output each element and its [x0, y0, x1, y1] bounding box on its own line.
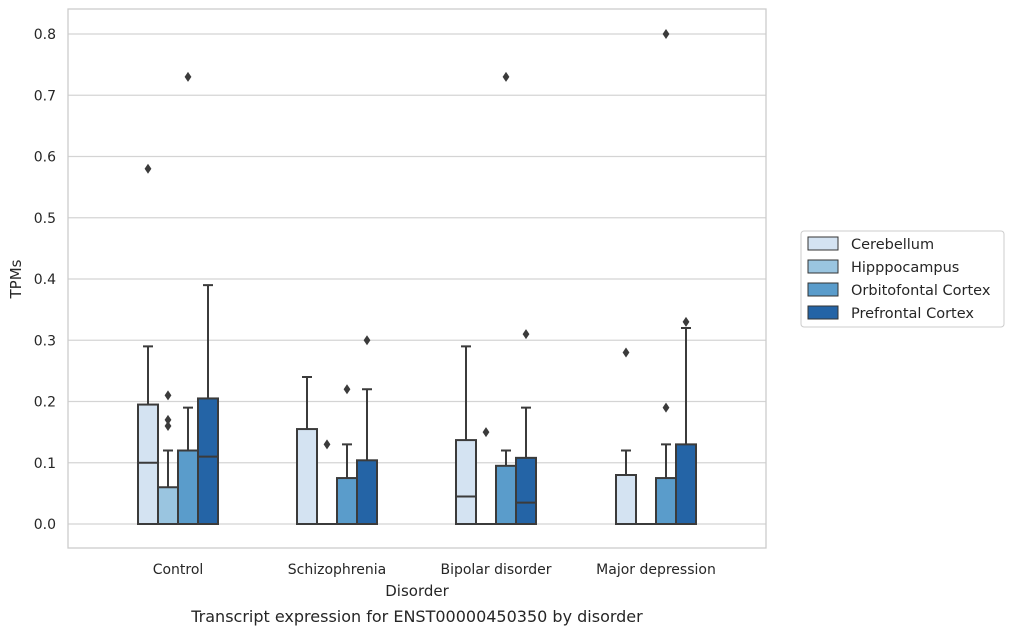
- legend-frame: [800, 230, 1005, 328]
- box-cerebellum: [615, 347, 637, 525]
- outlier-point: [522, 329, 530, 340]
- box-iqr: [336, 477, 358, 525]
- box-prefrontal-cortex: [197, 284, 219, 525]
- box-iqr: [137, 403, 159, 525]
- outlier-point: [144, 163, 152, 174]
- y-axis-ticks: 0.0 0.1 0.2 0.3 0.4 0.5 0.6 0.7 0.8: [34, 27, 56, 533]
- box-hipppocampus: [476, 427, 496, 525]
- x-tick-label: Major depression: [596, 562, 716, 578]
- outlier-point: [662, 29, 670, 39]
- x-tick-label: Control: [153, 562, 204, 578]
- box-hipppocampus: [317, 439, 337, 525]
- box-iqr: [655, 477, 677, 525]
- box-iqr: [177, 449, 199, 525]
- x-tick-label: Schizophrenia: [288, 562, 386, 578]
- legend-label: Cerebellum: [851, 237, 934, 253]
- plot-area-frame: [67, 8, 767, 549]
- y-tick-label: 0.8: [34, 27, 56, 43]
- x-tick-label: Bipolar disorder: [440, 562, 551, 578]
- legend-swatch: [807, 282, 839, 297]
- box-orbitofontal-cortex: [177, 71, 199, 525]
- box-prefrontal-cortex: [675, 316, 697, 525]
- outlier-point: [164, 421, 172, 431]
- y-tick-label: 0.6: [34, 150, 56, 166]
- outlier-point: [343, 384, 351, 395]
- outlier-point: [363, 335, 371, 346]
- legend-items: Cerebellum Hipppocampus Orbitofontal Corte…: [807, 236, 991, 322]
- legend: Cerebellum Hipppocampus Orbitofontal Corte…: [800, 230, 1005, 328]
- outlier-point: [164, 414, 172, 425]
- box-prefrontal-cortex: [356, 335, 378, 525]
- y-tick-label: 0.3: [34, 333, 56, 349]
- box-iqr: [296, 428, 318, 525]
- box-iqr: [157, 486, 179, 525]
- box-orbitofontal-cortex: [655, 29, 677, 525]
- outlier-point: [482, 427, 490, 438]
- box-iqr: [197, 397, 219, 525]
- outlier-point: [622, 347, 630, 358]
- y-tick-label: 0.5: [34, 211, 56, 227]
- box-iqr: [675, 443, 697, 525]
- y-tick-label: 0.7: [34, 88, 56, 104]
- box-cerebellum: [137, 163, 159, 525]
- box-iqr: [515, 456, 537, 526]
- legend-label: Orbitofontal Cortex: [851, 283, 991, 299]
- legend-label: Hipppocampus: [851, 260, 959, 276]
- outlier-point: [323, 439, 331, 450]
- outlier-point: [502, 71, 510, 82]
- legend-swatch: [807, 259, 839, 274]
- outlier-point: [682, 316, 690, 327]
- box-iqr: [495, 464, 517, 525]
- box-orbitofontal-cortex: [336, 384, 358, 525]
- y-tick-label: 0.1: [34, 456, 56, 472]
- y-axis-label: TPMs: [7, 259, 25, 299]
- outlier-point: [164, 390, 172, 401]
- outlier-point: [184, 71, 192, 82]
- x-axis-label: Disorder: [385, 582, 449, 600]
- x-axis-ticks: Control Schizophrenia Bipolar disorder Majo…: [153, 562, 716, 578]
- legend-label: Prefrontal Cortex: [851, 306, 974, 322]
- box-iqr: [455, 439, 477, 525]
- box-orbitofontal-cortex: [495, 71, 517, 525]
- box-prefrontal-cortex: [515, 329, 537, 526]
- box-iqr: [356, 459, 378, 525]
- legend-swatch: [807, 236, 839, 251]
- y-tick-label: 0.2: [34, 395, 56, 411]
- legend-swatch: [807, 305, 839, 320]
- outlier-point: [662, 402, 670, 413]
- box-iqr: [615, 474, 637, 525]
- y-tick-label: 0.0: [34, 517, 56, 533]
- box-hipppocampus: [157, 390, 179, 525]
- box-cerebellum: [296, 376, 318, 525]
- box-series: [137, 29, 697, 526]
- box-cerebellum: [455, 345, 477, 525]
- y-tick-label: 0.4: [34, 272, 56, 288]
- figure-caption: Transcript expression for ENST0000045035…: [190, 607, 643, 626]
